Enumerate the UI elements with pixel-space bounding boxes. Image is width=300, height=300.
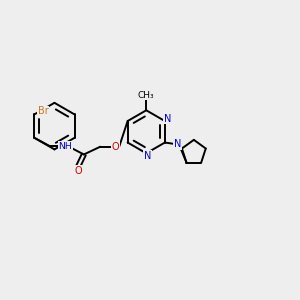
Text: N: N bbox=[164, 114, 171, 124]
Text: N: N bbox=[174, 139, 181, 149]
Text: O: O bbox=[74, 166, 82, 176]
Text: Br: Br bbox=[38, 106, 49, 116]
Text: NH: NH bbox=[58, 142, 72, 151]
Text: CH₃: CH₃ bbox=[138, 91, 154, 100]
Text: N: N bbox=[144, 151, 152, 161]
Text: O: O bbox=[112, 142, 120, 152]
